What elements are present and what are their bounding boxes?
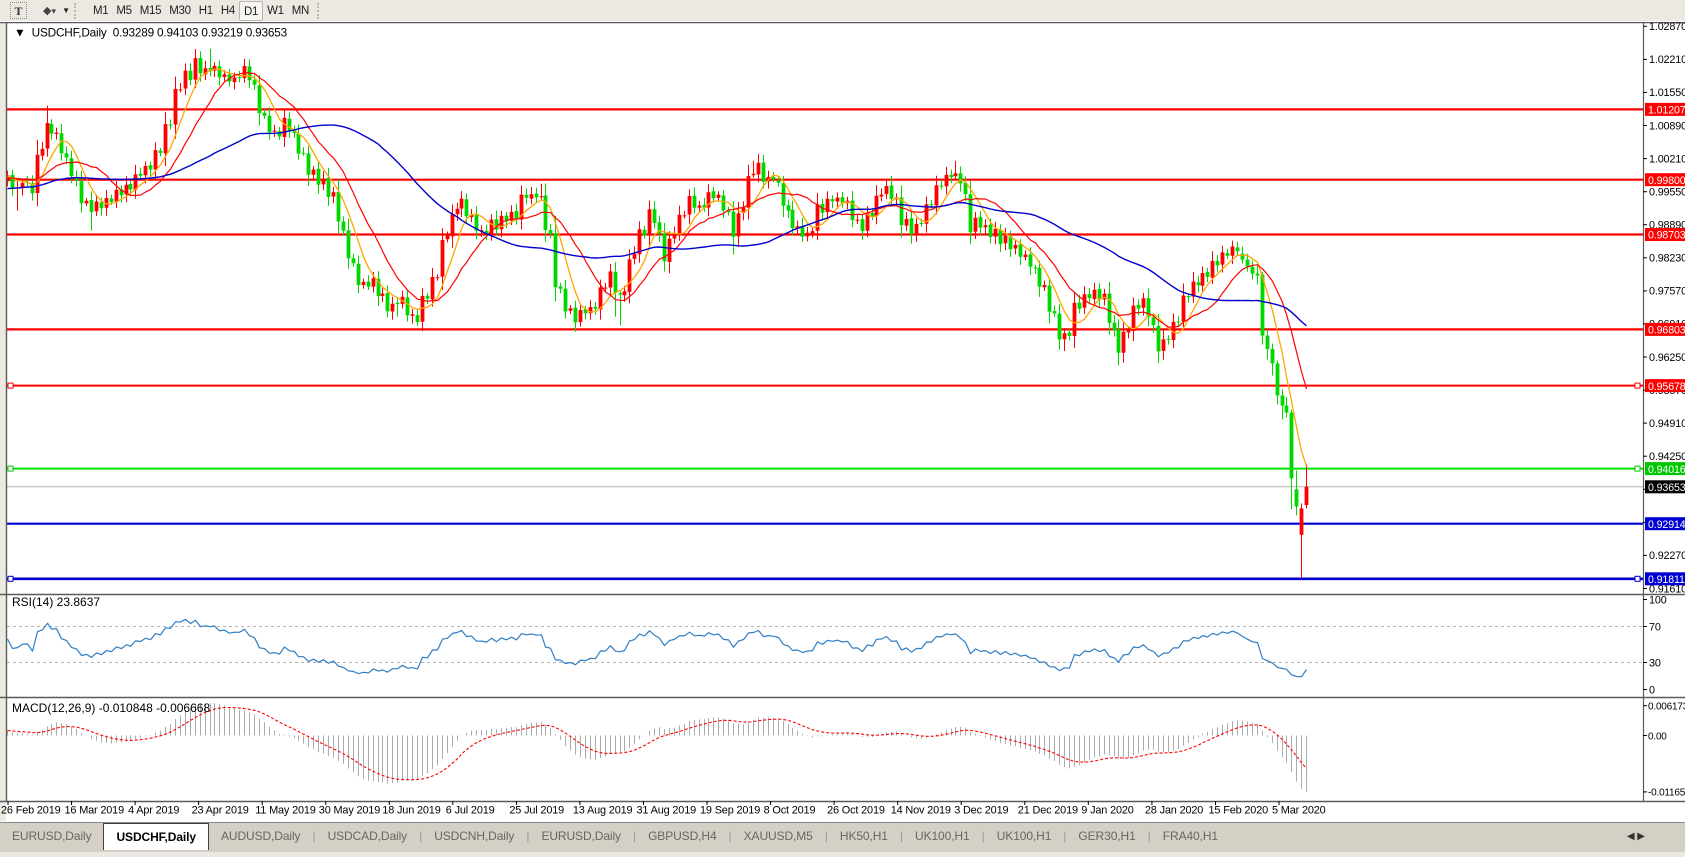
svg-text:RSI(14) 23.8637: RSI(14) 23.8637 bbox=[12, 595, 100, 609]
svg-text:21 Dec 2019: 21 Dec 2019 bbox=[1018, 805, 1078, 817]
svg-text:8 Oct 2019: 8 Oct 2019 bbox=[764, 805, 816, 817]
svg-text:0: 0 bbox=[1649, 685, 1655, 697]
svg-text:15 Feb 2020: 15 Feb 2020 bbox=[1209, 805, 1269, 817]
svg-text:0.91811: 0.91811 bbox=[1648, 574, 1685, 586]
svg-text:70: 70 bbox=[1649, 622, 1661, 634]
svg-text:0.006173: 0.006173 bbox=[1648, 702, 1685, 713]
svg-text:1.01207: 1.01207 bbox=[1648, 105, 1685, 117]
svg-text:1.00210: 1.00210 bbox=[1649, 153, 1685, 165]
svg-text:0.95678: 0.95678 bbox=[1648, 381, 1685, 393]
svg-text:0.93653: 0.93653 bbox=[1648, 482, 1685, 494]
svg-text:1.01550: 1.01550 bbox=[1649, 87, 1685, 99]
svg-text:26 Feb 2019: 26 Feb 2019 bbox=[1, 805, 61, 817]
svg-text:28 Jan 2020: 28 Jan 2020 bbox=[1145, 805, 1203, 817]
svg-text:26 Oct 2019: 26 Oct 2019 bbox=[827, 805, 885, 817]
svg-text:16 Mar 2019: 16 Mar 2019 bbox=[65, 805, 125, 817]
svg-text:9 Jan 2020: 9 Jan 2020 bbox=[1081, 805, 1133, 817]
svg-text:0.94910: 0.94910 bbox=[1649, 418, 1685, 430]
svg-text:1.02210: 1.02210 bbox=[1649, 54, 1685, 66]
svg-text:23 Apr 2019: 23 Apr 2019 bbox=[192, 805, 249, 817]
svg-text:0.99800: 0.99800 bbox=[1648, 175, 1685, 187]
svg-text:-0.011658: -0.011658 bbox=[1648, 788, 1685, 799]
svg-text:14 Nov 2019: 14 Nov 2019 bbox=[891, 805, 951, 817]
svg-text:6 Jul 2019: 6 Jul 2019 bbox=[446, 805, 495, 817]
svg-text:0.00: 0.00 bbox=[1648, 731, 1667, 742]
svg-text:0.99550: 0.99550 bbox=[1649, 187, 1685, 199]
svg-text:0.92914: 0.92914 bbox=[1648, 519, 1685, 531]
svg-text:30 May 2019: 30 May 2019 bbox=[319, 805, 380, 817]
svg-text:0.98230: 0.98230 bbox=[1649, 253, 1685, 265]
svg-text:13 Aug 2019: 13 Aug 2019 bbox=[573, 805, 633, 817]
svg-text:5 Mar 2020: 5 Mar 2020 bbox=[1272, 805, 1326, 817]
svg-text:0.92270: 0.92270 bbox=[1649, 550, 1685, 562]
svg-text:25 Jul 2019: 25 Jul 2019 bbox=[509, 805, 564, 817]
svg-text:▼ USDCHF,Daily 0.93289 0.941: ▼ USDCHF,Daily 0.93289 0.94103 0.93219 0… bbox=[14, 26, 288, 40]
svg-text:4 Apr 2019: 4 Apr 2019 bbox=[128, 805, 179, 817]
svg-text:18 Jun 2019: 18 Jun 2019 bbox=[382, 805, 440, 817]
svg-text:30: 30 bbox=[1649, 658, 1661, 670]
svg-text:19 Sep 2019: 19 Sep 2019 bbox=[700, 805, 760, 817]
svg-text:0.91610: 0.91610 bbox=[1649, 583, 1685, 595]
svg-text:3 Dec 2019: 3 Dec 2019 bbox=[954, 805, 1008, 817]
svg-text:1.02870: 1.02870 bbox=[1649, 22, 1685, 33]
svg-text:1.00890: 1.00890 bbox=[1649, 120, 1685, 132]
svg-text:0.98703: 0.98703 bbox=[1648, 230, 1685, 242]
svg-text:0.94250: 0.94250 bbox=[1649, 451, 1685, 463]
svg-text:MACD(12,26,9) -0.010848 -0.006: MACD(12,26,9) -0.010848 -0.006668 bbox=[12, 701, 210, 715]
svg-text:0.96803: 0.96803 bbox=[1648, 325, 1685, 337]
svg-text:11 May 2019: 11 May 2019 bbox=[255, 805, 316, 817]
svg-text:100: 100 bbox=[1649, 595, 1667, 607]
svg-text:0.96250: 0.96250 bbox=[1649, 352, 1685, 364]
svg-text:0.94016: 0.94016 bbox=[1648, 464, 1685, 476]
svg-text:31 Aug 2019: 31 Aug 2019 bbox=[637, 805, 697, 817]
svg-text:0.97570: 0.97570 bbox=[1649, 286, 1685, 298]
